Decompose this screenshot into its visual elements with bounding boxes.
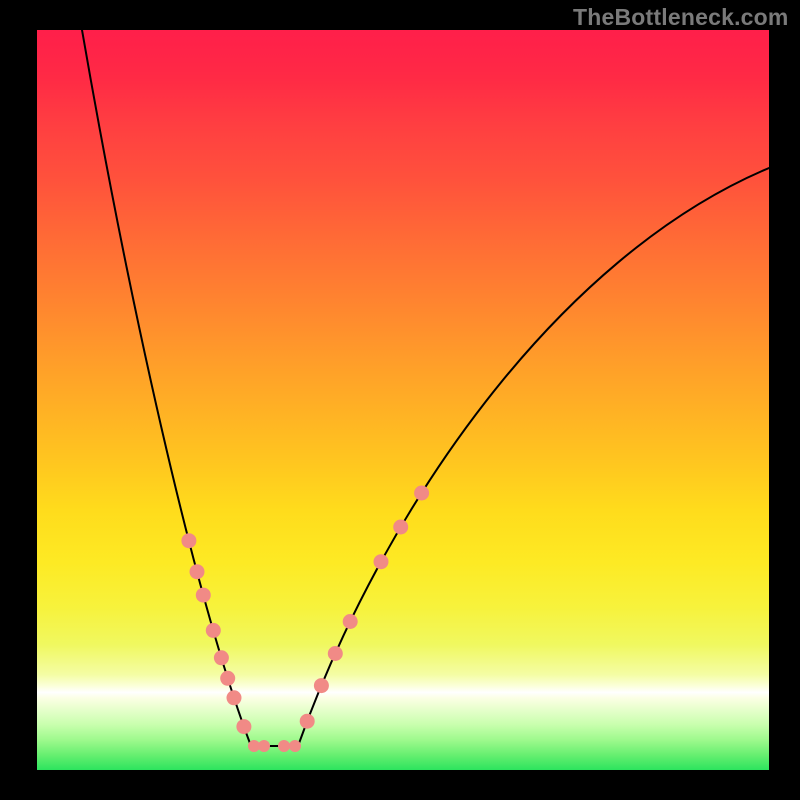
data-dot-left-4 <box>214 650 229 665</box>
data-dot-right-6 <box>414 486 429 501</box>
data-dot-right-3 <box>343 614 358 629</box>
plot-frame <box>37 30 769 770</box>
data-dot-left-0 <box>181 533 196 548</box>
data-dot-left-7 <box>236 719 251 734</box>
plot-svg <box>37 30 769 770</box>
data-dot-right-0 <box>300 714 315 729</box>
data-dot-right-1 <box>314 678 329 693</box>
data-dot-left-6 <box>227 690 242 705</box>
data-dot-left-1 <box>190 564 205 579</box>
data-dot-right-4 <box>374 554 389 569</box>
data-dot-left-2 <box>196 588 211 603</box>
data-dot-right-2 <box>328 646 343 661</box>
data-dot-left-3 <box>206 623 221 638</box>
gradient-background <box>37 30 769 770</box>
data-dot-flat-1 <box>258 740 270 752</box>
watermark-text: TheBottleneck.com <box>573 4 789 31</box>
data-dot-flat-3 <box>289 740 301 752</box>
data-dot-right-5 <box>393 520 408 535</box>
data-dot-left-5 <box>220 671 235 686</box>
data-dot-flat-2 <box>278 740 290 752</box>
stage: TheBottleneck.com <box>0 0 800 800</box>
